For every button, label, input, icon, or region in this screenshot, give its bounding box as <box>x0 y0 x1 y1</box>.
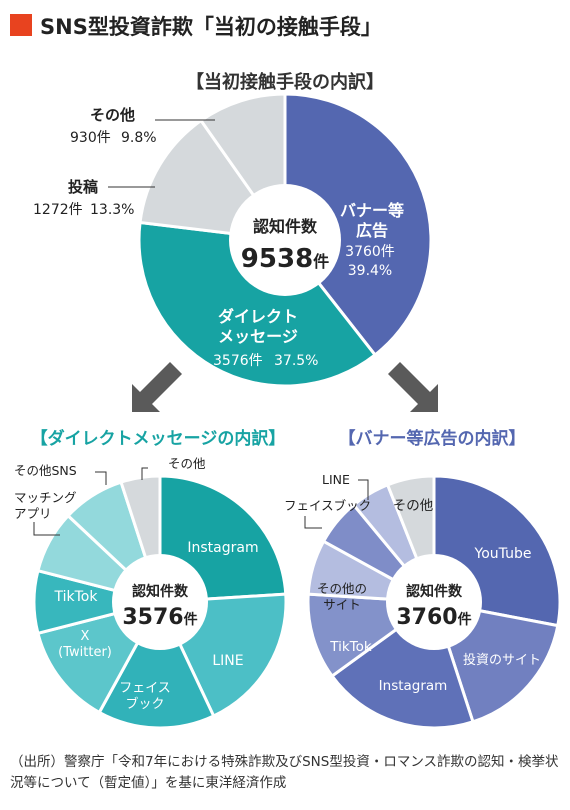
main-chart-title: 【当初接触手段の内訳】 <box>186 71 384 93</box>
segment-label-instagram-ad: Instagram <box>379 678 448 694</box>
segment-label-other-sns: その他SNS <box>14 463 77 478</box>
segment-label-tiktok: TikTok <box>54 589 99 605</box>
segment-label-post: 投稿 <box>68 178 98 196</box>
source-note: （出所）警察庁「令和7年における特殊詐欺及びSNS型投資・ロマンス詐欺の認知・検… <box>10 754 559 791</box>
page-title: SNS型投資詐欺「当初の接触手段」 <box>40 15 382 39</box>
center-value: 9538件 <box>241 244 329 274</box>
dm-chart-title: 【ダイレクトメッセージの内訳】 <box>31 428 286 449</box>
segment-label-x: X (Twitter) <box>58 629 112 660</box>
center-hole <box>229 184 341 296</box>
dm-chart-labels: Instagram LINE フェイスブック X (Twitter) TikTok… <box>14 456 259 712</box>
segment-label-youtube: YouTube <box>474 546 532 562</box>
segment-value-banner: 3760件 <box>345 244 395 260</box>
segment-label-investment-site: 投資のサイト <box>463 652 541 668</box>
segment-value-post: 1272件 <box>33 202 83 218</box>
leader-line-dm-other <box>141 467 148 480</box>
arrow-to-dm-chart <box>132 362 182 412</box>
segment-label-other-site: その他のサイト <box>317 581 367 612</box>
segment-value-dm: 3576件 <box>213 353 263 369</box>
segment-value-other: 930件 <box>70 130 111 146</box>
segment-percent-post: 13.3% <box>90 202 134 218</box>
arrow-to-banner-chart <box>388 362 438 412</box>
center-hole <box>386 554 482 650</box>
banner-chart-title: 【バナー等広告の内訳】 <box>339 428 526 449</box>
segment-label-instagram: Instagram <box>187 540 258 556</box>
center-value: 3576件 <box>122 605 197 630</box>
segment-label-banner: バナー等広告 <box>340 201 404 240</box>
banner-chart-labels: YouTube 投資のサイト Instagram TikTok その他のサイト … <box>284 472 541 694</box>
segment-percent-other: 9.8% <box>121 130 157 146</box>
main-chart-labels: バナー等広告 3760件 39.4% ダイレクトメッセージ 3576件 37.5… <box>33 106 404 369</box>
segment-label-tiktok-ad: TikTok <box>329 639 372 655</box>
segment-label-matching-app: マッチングアプリ <box>14 490 77 521</box>
leader-line-matching <box>33 522 60 536</box>
dm-pie-chart: 認知件数 3576件 <box>32 474 288 730</box>
banner-pie-chart: 認知件数 3760件 <box>306 474 562 730</box>
segment-label-line: LINE <box>212 653 243 669</box>
leader-line-line-ad <box>358 479 369 500</box>
center-label: 認知件数 <box>253 217 318 236</box>
title-accent-block <box>10 14 32 36</box>
segment-label-line-ad: LINE <box>322 472 350 487</box>
pie-slice <box>97 598 216 730</box>
segment-label-facebook: フェイスブック <box>119 681 171 712</box>
segment-label-dm: ダイレクトメッセージ <box>218 307 298 346</box>
segment-label-banner-other: その他 <box>393 498 434 514</box>
center-label: 認知件数 <box>406 583 463 600</box>
center-hole <box>112 554 208 650</box>
center-value: 3760件 <box>396 605 471 630</box>
segment-percent-banner: 39.4% <box>348 263 392 279</box>
segment-label-other: その他 <box>90 106 135 124</box>
segment-percent-dm: 37.5% <box>274 353 318 369</box>
leader-line-facebook-ad <box>304 516 322 529</box>
pie-slice <box>137 220 378 388</box>
segment-label-facebook-ad: フェイスブック <box>284 498 371 513</box>
center-label: 認知件数 <box>132 583 189 600</box>
pie-slice <box>283 92 433 358</box>
leader-line-other-sns <box>95 471 107 485</box>
main-pie-chart: 認知件数 9538件 <box>137 92 433 388</box>
segment-label-dm-other: その他 <box>168 456 206 471</box>
